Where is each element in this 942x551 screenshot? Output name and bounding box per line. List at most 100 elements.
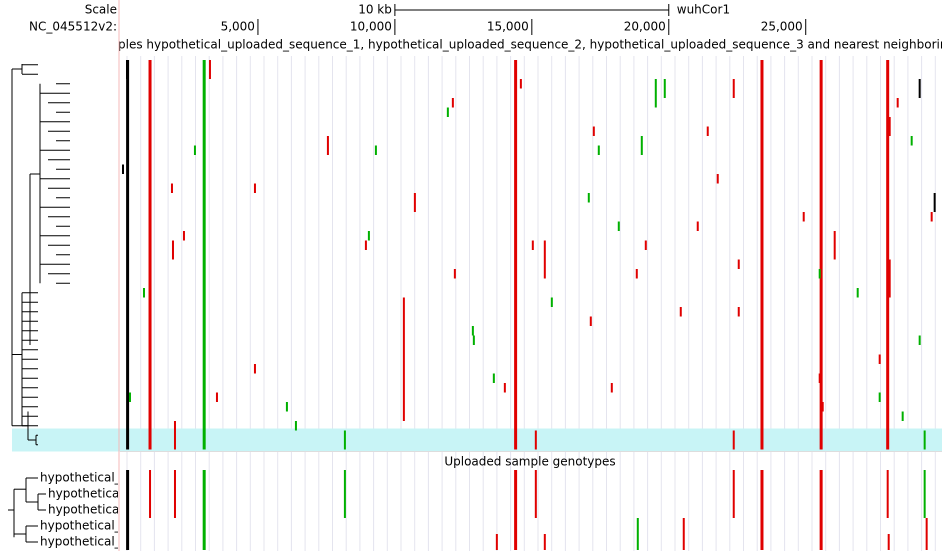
variant xyxy=(886,470,889,518)
variant xyxy=(910,136,913,146)
variant xyxy=(896,98,899,108)
variant xyxy=(173,470,176,518)
variant xyxy=(215,392,218,402)
x-tick-label: 15,000 xyxy=(487,20,529,34)
variant xyxy=(644,240,647,250)
variant xyxy=(737,259,740,269)
variant xyxy=(453,269,456,279)
variant xyxy=(534,430,537,450)
variant xyxy=(125,60,128,79)
variant xyxy=(326,136,329,155)
variant xyxy=(171,240,174,260)
assembly-label: wuhCor1 xyxy=(677,3,730,17)
variant xyxy=(367,231,370,241)
variant xyxy=(617,221,620,231)
variant xyxy=(173,421,176,450)
variant xyxy=(818,269,821,279)
variant xyxy=(193,145,196,155)
variant xyxy=(208,60,211,79)
variant xyxy=(760,470,764,550)
variant xyxy=(543,240,546,279)
variant xyxy=(887,534,890,550)
variant xyxy=(886,60,890,450)
variant xyxy=(170,183,173,193)
variant xyxy=(534,470,537,518)
variant xyxy=(471,326,474,336)
variant xyxy=(495,534,498,550)
variant xyxy=(142,288,145,298)
sample-label: hypothetical_u xyxy=(40,471,128,485)
variant xyxy=(472,335,475,345)
variant xyxy=(503,383,506,393)
variant xyxy=(149,470,152,518)
variant xyxy=(833,231,836,260)
variant xyxy=(148,60,152,450)
variant xyxy=(413,193,416,212)
variant xyxy=(732,470,735,518)
variant xyxy=(446,107,449,117)
variant xyxy=(819,60,823,450)
variant xyxy=(343,430,346,450)
variant xyxy=(663,79,666,98)
scale-label: Scale xyxy=(85,3,117,17)
variant xyxy=(901,411,904,421)
highlight xyxy=(12,428,942,452)
variant xyxy=(121,164,124,174)
variant xyxy=(925,518,928,550)
sample-label: hypothetical_u xyxy=(48,487,136,501)
variant xyxy=(597,145,600,155)
track-title: Uploaded sample genotypes xyxy=(444,455,615,469)
sample-label: hypothetical_u xyxy=(40,519,128,533)
variant xyxy=(654,79,657,108)
x-tick-label: 20,000 xyxy=(624,20,666,34)
variant xyxy=(531,240,534,250)
sample-label: hypothetical_u xyxy=(40,535,128,549)
variant xyxy=(550,297,553,307)
variant xyxy=(635,269,638,279)
variant xyxy=(589,316,592,326)
variant xyxy=(923,430,926,450)
variant xyxy=(294,421,297,431)
variant xyxy=(856,288,859,298)
variant xyxy=(888,259,891,298)
variant xyxy=(888,117,891,136)
sample-label: hypothetical_u xyxy=(48,503,136,517)
variant xyxy=(679,307,682,317)
variant xyxy=(760,60,764,450)
variant xyxy=(514,60,518,450)
variant xyxy=(285,402,288,412)
variant xyxy=(592,126,595,136)
variant xyxy=(128,392,131,402)
variant xyxy=(918,335,921,345)
guide-lines xyxy=(126,56,936,551)
variant xyxy=(451,98,454,108)
variant xyxy=(519,79,522,89)
x-tick-label: 5,000 xyxy=(221,20,255,34)
chrom-label: NC_045512v2: xyxy=(29,20,117,34)
variant xyxy=(933,193,936,212)
scale-bar-label: 10 kb xyxy=(358,3,392,17)
track-title: ples hypothetical_uploaded_sequence_1, h… xyxy=(118,38,942,52)
variant xyxy=(492,373,495,383)
variant xyxy=(696,221,699,231)
variant xyxy=(126,470,130,550)
variant xyxy=(732,79,735,98)
variant xyxy=(930,212,933,222)
variant xyxy=(706,126,709,136)
variant xyxy=(923,470,926,518)
variant xyxy=(202,60,206,450)
variant xyxy=(126,60,130,450)
x-tick-label: 10,000 xyxy=(350,20,392,34)
variant xyxy=(640,136,643,155)
variant xyxy=(253,183,256,193)
variant xyxy=(610,383,613,393)
variant xyxy=(182,231,185,241)
variant xyxy=(802,212,805,222)
variant xyxy=(514,470,518,550)
variant xyxy=(636,518,639,550)
variants xyxy=(121,60,936,550)
variant xyxy=(819,470,823,550)
variant xyxy=(587,193,590,203)
variant xyxy=(343,470,346,518)
